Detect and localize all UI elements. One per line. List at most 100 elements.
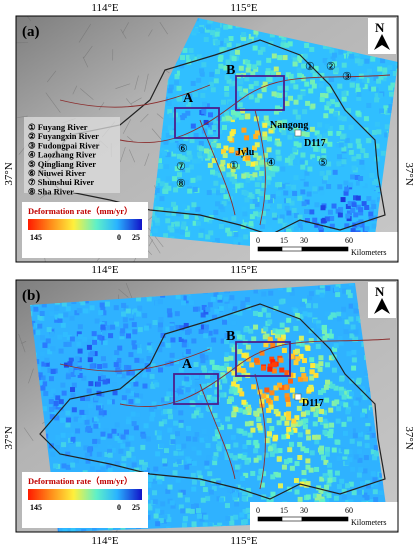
pixel [304,43,309,48]
pixel [221,116,226,121]
pixel [285,206,290,211]
pixel [250,204,255,209]
pixel [258,312,263,317]
pixel [372,130,377,135]
pixel [378,485,383,490]
pixel [49,399,54,404]
pixel [228,304,233,309]
pixel [219,306,224,311]
pixel [306,429,311,434]
pixel [341,159,346,164]
pixel [342,97,347,102]
pixel [211,338,216,343]
scale-segment [282,247,302,251]
pixel [337,184,342,189]
pixel [327,463,332,468]
lat-label: 37°N [3,426,15,449]
pixel [185,232,190,237]
pixel [253,311,258,316]
pixel [200,93,205,98]
pixel [370,200,375,205]
pixel [209,72,214,77]
pixel [277,420,282,425]
pixel [378,490,383,495]
pixel [398,251,403,256]
pixel [112,382,117,387]
pixel [90,305,95,310]
pixel [171,211,176,216]
pixel [255,98,260,103]
pixel [278,358,283,363]
pixel [196,78,201,83]
pixel [182,523,187,528]
pixel [344,461,349,466]
pixel [237,335,242,340]
pixel [169,326,174,331]
pixel [390,83,395,88]
pixel [290,466,295,471]
pixel [149,416,154,421]
pixel [322,419,327,424]
pixel [253,448,258,453]
pixel [375,122,380,127]
pixel [240,476,245,481]
pixel [70,437,75,442]
pixel [316,344,321,349]
pixel [291,185,296,190]
pixel [279,299,284,304]
pixel [306,303,311,308]
pixel [198,413,203,418]
pixel [121,303,126,308]
pixel [297,95,302,100]
pixel [276,473,281,478]
pixel [187,459,192,464]
pixel [259,160,264,165]
pixel [294,141,299,146]
pixel [165,396,170,401]
pixel [232,306,237,311]
pixel [66,433,71,438]
pixel [322,430,327,435]
pixel [204,325,209,330]
pixel [181,444,186,449]
pixel [364,461,369,466]
pixel [336,161,341,166]
pixel [180,115,185,120]
pixel [137,306,142,311]
pixel [378,168,383,173]
pixel [208,112,213,117]
pixel [306,435,311,440]
pixel [199,68,204,73]
pixel [158,164,163,169]
pixel [99,410,104,415]
pixel [274,67,279,72]
pixel [61,323,66,328]
pixel [183,516,188,521]
pixel [267,147,272,152]
pixel [79,410,84,415]
pixel [208,130,213,135]
pixel [278,218,283,223]
pixel [325,380,330,385]
pixel [206,25,211,30]
pixel [359,160,364,165]
pixel [124,430,129,435]
pixel [179,423,184,428]
pixel [49,331,54,336]
pixel [369,173,374,178]
pixel [251,336,256,341]
pixel [122,395,127,400]
pixel [262,87,267,92]
pixel [257,475,262,480]
pixel [214,78,219,83]
pixel [253,134,258,139]
pixel [159,443,164,448]
pixel [73,361,78,366]
pixel [285,397,290,402]
pixel [288,135,293,140]
pixel [200,228,205,233]
pixel [330,384,335,389]
pixel [219,224,224,229]
pixel [353,212,358,217]
pixel [55,435,60,440]
